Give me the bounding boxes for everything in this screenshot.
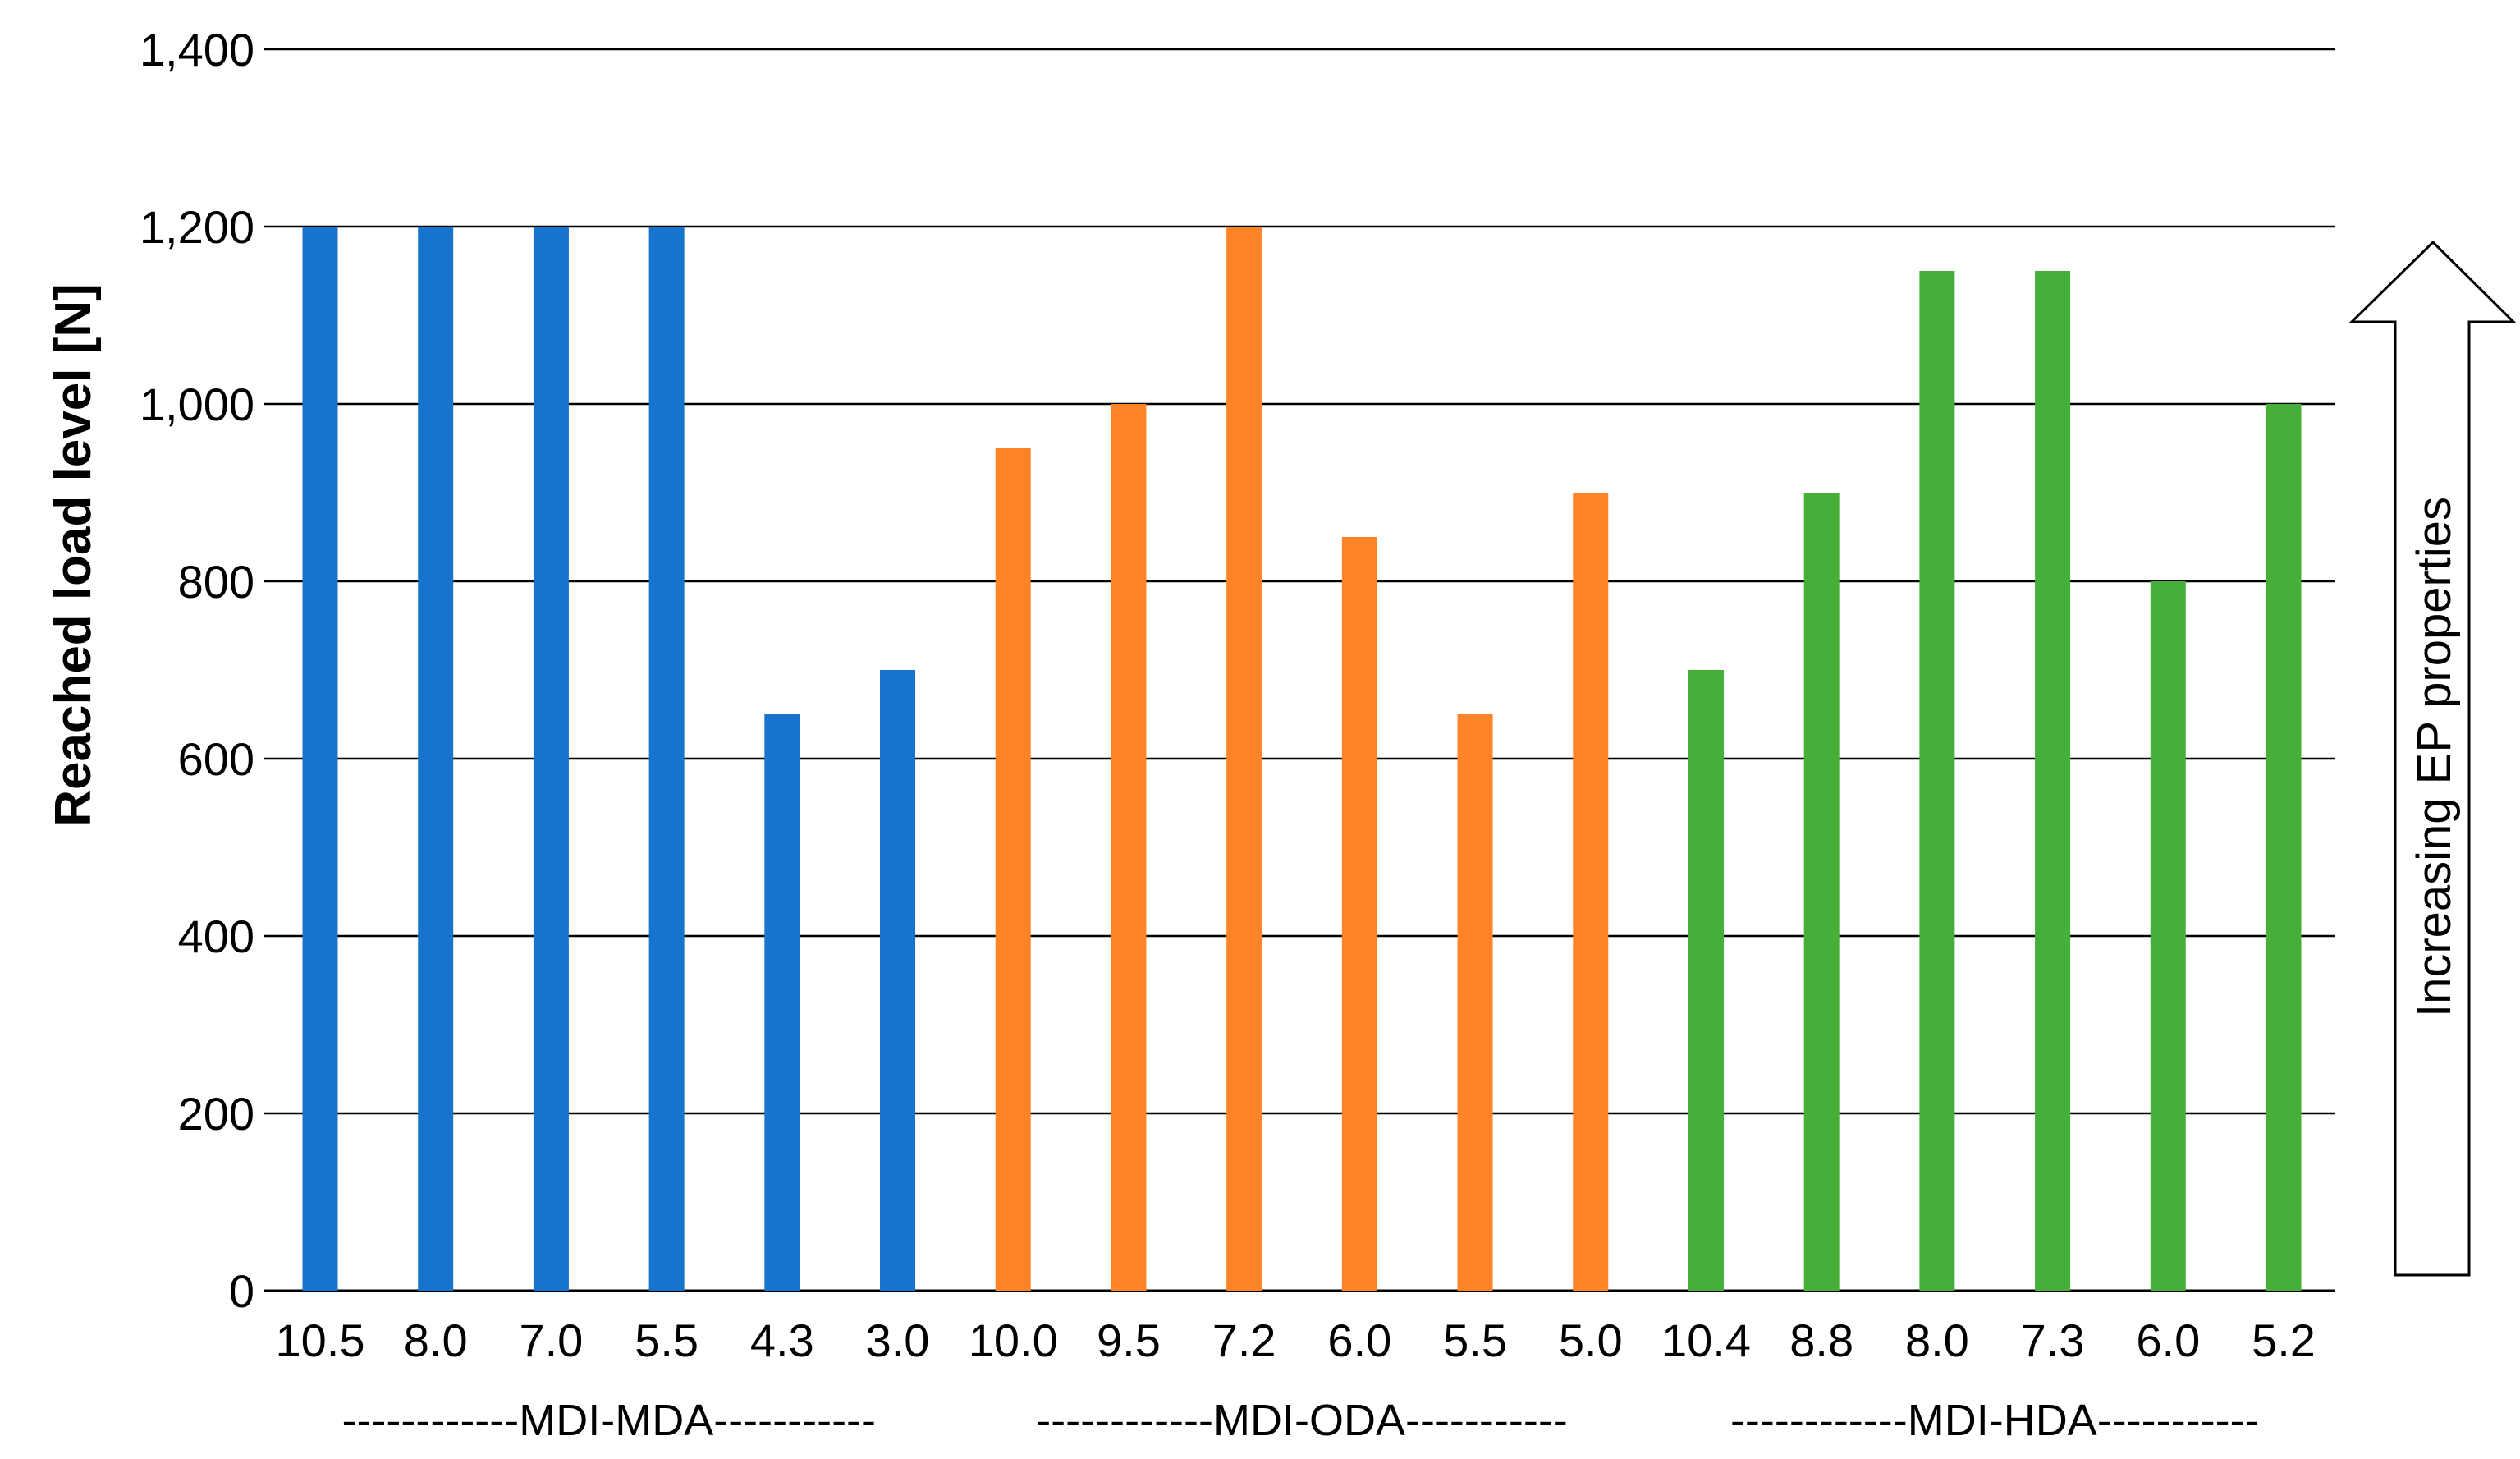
y-tick-label: 0 (229, 1265, 254, 1317)
x-tick-label: 7.0 (519, 1314, 583, 1366)
group-label: ------------MDI-ODA----------- (1036, 1396, 1568, 1445)
bar (1111, 404, 1147, 1291)
y-tick-label: 600 (178, 733, 254, 785)
bar (2035, 271, 2071, 1291)
x-tick-label: 6.0 (2136, 1314, 2200, 1366)
x-tick-label: 5.2 (2252, 1314, 2316, 1366)
x-tick-label: 3.0 (866, 1314, 930, 1366)
y-tick-label: 200 (178, 1088, 254, 1140)
x-tick-label: 9.5 (1097, 1314, 1161, 1366)
x-tick-label: 5.5 (635, 1314, 699, 1366)
arrow-annotation: Increasing EP properties (2408, 497, 2461, 1017)
gridlines (264, 48, 2335, 1292)
x-tick-label: 7.3 (2021, 1314, 2085, 1366)
bar (995, 448, 1031, 1291)
y-axis-label: Reached load level [N] (45, 283, 102, 827)
x-tick-label: 6.0 (1327, 1314, 1391, 1366)
y-tick-label: 400 (178, 911, 254, 962)
x-tick-label: 8.0 (404, 1314, 468, 1366)
bar (1573, 493, 1609, 1291)
increasing-arrow: Increasing EP properties (2348, 240, 2517, 1277)
group-labels: ------------MDI-MDA----------- ----------… (341, 1396, 2259, 1445)
x-tick-label: 10.0 (969, 1314, 1058, 1366)
group-label: ------------MDI-MDA----------- (341, 1396, 876, 1445)
x-tick-label: 10.5 (276, 1314, 365, 1366)
y-tick-label: 1,400 (140, 24, 254, 76)
bar (1919, 271, 1955, 1291)
x-tick-label: 8.0 (1905, 1314, 1969, 1366)
x-tick-label: 5.0 (1559, 1314, 1623, 1366)
bars (302, 227, 2302, 1291)
x-tick-label: 8.8 (1789, 1314, 1853, 1366)
y-tick-label: 1,000 (140, 379, 254, 430)
y-tick-labels: 0 200 400 600 800 1,000 1,200 1,400 (140, 24, 254, 1317)
bar (418, 227, 454, 1291)
bar (1803, 493, 1840, 1291)
group-label: ------------MDI-HDA----------- (1730, 1396, 2260, 1445)
up-arrow-icon (2348, 240, 2517, 1277)
bar (2150, 581, 2186, 1291)
x-tick-label: 7.2 (1212, 1314, 1276, 1366)
x-tick-label: 4.3 (750, 1314, 814, 1366)
y-tick-label: 1,200 (140, 201, 254, 253)
x-tick-label: 5.5 (1443, 1314, 1507, 1366)
bar (1688, 670, 1724, 1291)
bar (764, 714, 800, 1291)
bar (880, 670, 916, 1291)
bar (302, 227, 338, 1291)
bar (1341, 537, 1377, 1291)
x-tick-label: 10.4 (1661, 1314, 1751, 1366)
bar (533, 227, 569, 1291)
bar (648, 227, 685, 1291)
category-labels: 10.5 8.0 7.0 5.5 4.3 3.0 10.0 9.5 7.2 6.0 5.5 5.0 10… (276, 1314, 2316, 1366)
bar (1226, 227, 1262, 1291)
bar (2266, 404, 2302, 1291)
y-tick-label: 800 (178, 556, 254, 608)
bar (1457, 714, 1493, 1291)
